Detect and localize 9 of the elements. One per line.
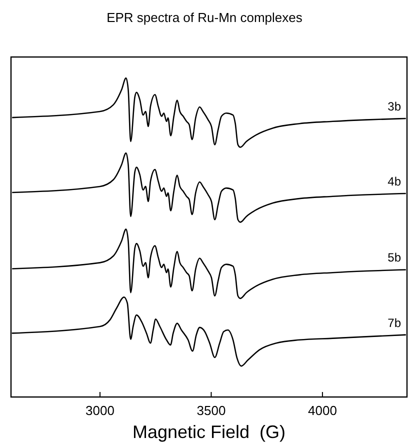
series-label: 4b xyxy=(388,174,402,188)
x-tick-label: 4000 xyxy=(308,403,337,418)
x-tick-label: 3500 xyxy=(196,403,226,418)
series-label: 7b xyxy=(388,316,402,330)
x-tick-label: 3000 xyxy=(86,403,114,418)
series-label: 3b xyxy=(388,100,402,114)
chart-title: EPR spectra of Ru-Mn complexes xyxy=(106,10,303,25)
series-label: 5b xyxy=(388,250,402,265)
x-axis-title: Magnetic Field (G) xyxy=(132,422,286,442)
